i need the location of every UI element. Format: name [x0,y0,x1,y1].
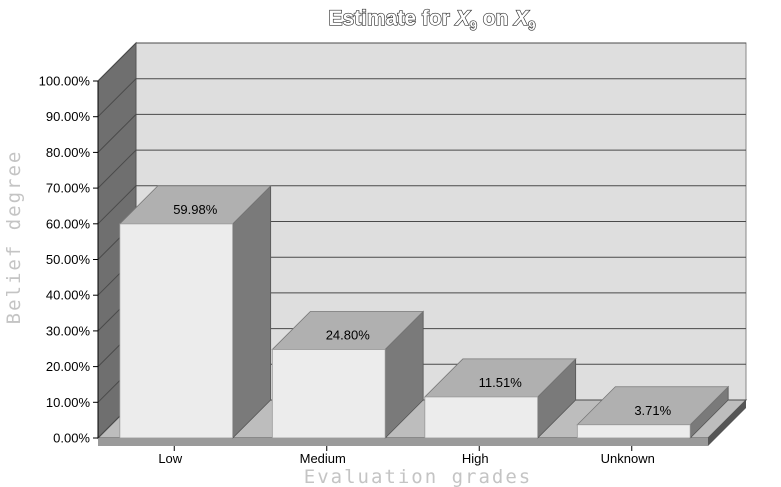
bar-unknown: 3.71% [576,385,730,439]
chart-title-middle: on [477,7,514,30]
floor-edge [708,400,746,446]
bar-front [576,424,691,439]
y-tick-label: 0.00% [53,431,90,446]
chart-title-prefix: Estimate for [328,7,455,30]
bar-data-label: 11.51% [479,375,523,390]
bar-medium: 24.80% [271,310,425,439]
bar-low: 59.98% [118,184,272,439]
y-tick-label: 60.00% [46,216,91,231]
x-tick-label: Unknown [601,451,655,466]
bar-side [232,184,272,439]
y-tick-label: 10.00% [46,395,91,410]
y-tick-label: 30.00% [46,323,91,338]
x-tick-label: Low [158,451,182,466]
x-axis-ticks: Low Medium High Unknown [158,446,655,466]
bar-front [271,349,386,439]
chart-title: Estimate for X9 on X9 [328,7,535,33]
y-tick-label: 100.00% [39,74,91,89]
bar-front [424,396,539,439]
x-tick-label: Medium [300,451,346,466]
gridline [97,42,746,82]
y-tick-label: 40.00% [46,288,91,303]
bar-front [119,223,234,439]
bars: 59.98% 24.80% 11.51% 3.71% [118,184,730,439]
floor-front-edge [98,438,708,446]
gridline [97,149,746,189]
y-axis-ticks: 0.00% 10.00% 20.00% 30.00% 40.00% 50.00% 60.00… [39,74,99,446]
bar-high: 11.51% [423,357,577,439]
y-tick-label: 70.00% [46,181,91,196]
bar-data-label: 3.71% [634,403,671,418]
bar-data-label: 24.80% [326,327,371,342]
y-tick-label: 80.00% [46,145,91,160]
chart-title-var2: X [513,7,530,30]
bar-data-label: 59.98% [173,202,218,217]
gridline [97,113,746,153]
y-tick-label: 50.00% [46,252,91,267]
chart-title-sub2: 9 [528,18,535,33]
gridline [97,78,746,118]
chart-title-sub1: 9 [470,18,477,33]
y-axis-label: Belief degree [3,150,25,325]
x-tick-label: High [462,451,489,466]
gridline [97,185,746,225]
chart-title-var1: X [455,7,472,30]
x-axis-label: Evaluation grades [304,466,532,487]
y-tick-label: 90.00% [46,109,91,124]
y-tick-label: 20.00% [46,359,91,374]
